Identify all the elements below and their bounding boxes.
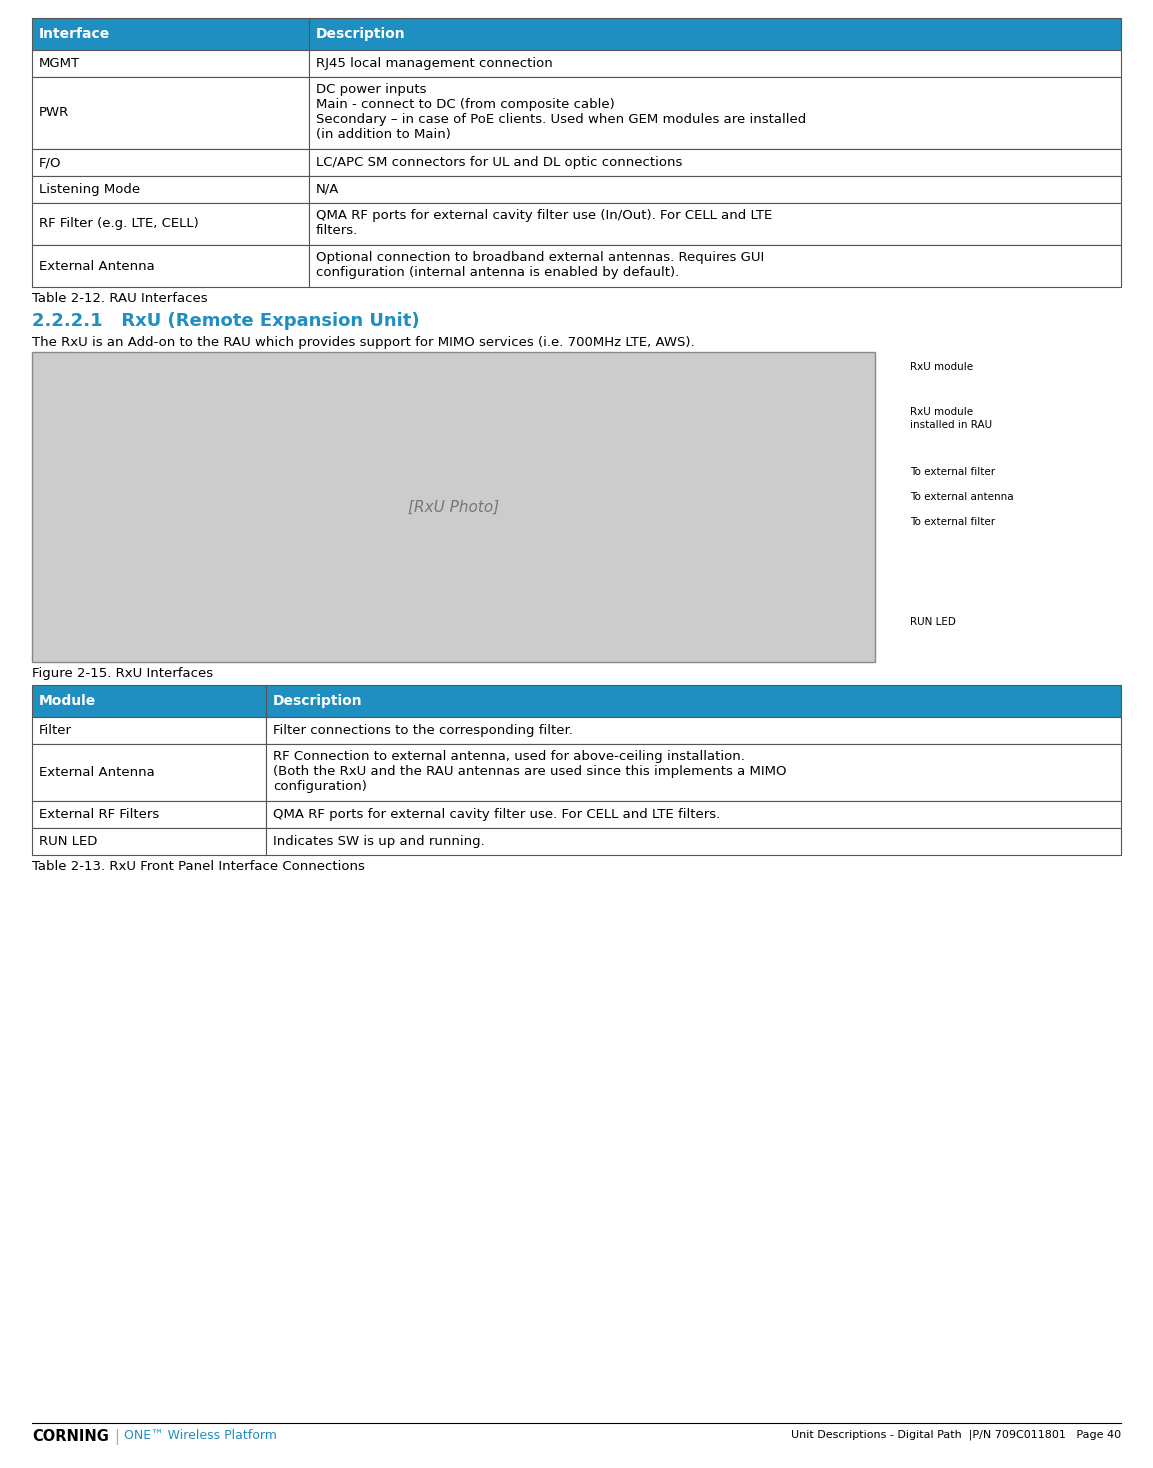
Text: To external filter: To external filter (910, 517, 995, 527)
Bar (266, 686, 1121, 716)
Bar (266, 716, 1121, 744)
Bar (32, 245, 309, 288)
Bar (32, 802, 266, 828)
Text: External RF Filters: External RF Filters (39, 807, 159, 821)
Text: N/A: N/A (316, 184, 339, 197)
Text: RF Connection to external antenna, used for above-ceiling installation.: RF Connection to external antenna, used … (273, 750, 745, 763)
Bar (32, 828, 266, 854)
Text: RxU module: RxU module (910, 363, 973, 371)
Text: QMA RF ports for external cavity filter use (In/Out). For CELL and LTE: QMA RF ports for external cavity filter … (316, 208, 773, 222)
Text: Table 2-12. RAU Interfaces: Table 2-12. RAU Interfaces (32, 292, 208, 305)
Text: Module: Module (39, 694, 96, 708)
Text: RUN LED: RUN LED (39, 835, 97, 849)
Text: QMA RF ports for external cavity filter use. For CELL and LTE filters.: QMA RF ports for external cavity filter … (273, 807, 721, 821)
Bar (309, 18, 1121, 50)
Text: ONE™ Wireless Platform: ONE™ Wireless Platform (125, 1428, 277, 1442)
Text: Description: Description (273, 694, 363, 708)
Text: |: | (114, 1428, 119, 1445)
Text: filters.: filters. (316, 225, 359, 236)
Text: Optional connection to broadband external antennas. Requires GUI: Optional connection to broadband externa… (316, 251, 764, 264)
Text: MGMT: MGMT (39, 57, 80, 70)
Bar (32, 686, 266, 716)
Text: DC power inputs: DC power inputs (316, 84, 427, 95)
Text: External Antenna: External Antenna (39, 260, 155, 273)
Text: Indicates SW is up and running.: Indicates SW is up and running. (273, 835, 484, 849)
Bar (32, 716, 266, 744)
Bar (32, 203, 309, 245)
Text: Listening Mode: Listening Mode (39, 184, 141, 197)
Bar (32, 76, 309, 148)
Bar (32, 148, 309, 176)
Bar (266, 828, 1121, 854)
Text: LC/APC SM connectors for UL and DL optic connections: LC/APC SM connectors for UL and DL optic… (316, 156, 683, 169)
Bar (32, 50, 309, 76)
Text: To external antenna: To external antenna (910, 492, 1013, 502)
Text: 2.2.2.1   RxU (Remote Expansion Unit): 2.2.2.1 RxU (Remote Expansion Unit) (32, 313, 420, 330)
Text: CORNING: CORNING (32, 1428, 108, 1445)
Text: Figure 2-15. RxU Interfaces: Figure 2-15. RxU Interfaces (32, 666, 213, 680)
Text: Secondary – in case of PoE clients. Used when GEM modules are installed: Secondary – in case of PoE clients. Used… (316, 113, 806, 126)
Text: configuration (internal antenna is enabled by default).: configuration (internal antenna is enabl… (316, 266, 679, 279)
Text: RxU module: RxU module (910, 407, 973, 417)
Bar (32, 18, 309, 50)
Bar (309, 148, 1121, 176)
Text: installed in RAU: installed in RAU (910, 420, 992, 430)
Text: RF Filter (e.g. LTE, CELL): RF Filter (e.g. LTE, CELL) (39, 217, 198, 230)
Text: PWR: PWR (39, 107, 69, 119)
Text: Unit Descriptions - Digital Path  |P/N 709C011801   Page 40: Unit Descriptions - Digital Path |P/N 70… (791, 1428, 1121, 1440)
Text: F/O: F/O (39, 156, 61, 169)
Text: (Both the RxU and the RAU antennas are used since this implements a MIMO: (Both the RxU and the RAU antennas are u… (273, 765, 786, 778)
Bar (32, 352, 875, 662)
Bar (32, 744, 266, 802)
Text: Filter connections to the corresponding filter.: Filter connections to the corresponding … (273, 724, 573, 737)
Bar (309, 50, 1121, 76)
Text: RJ45 local management connection: RJ45 local management connection (316, 57, 552, 70)
Bar (266, 744, 1121, 802)
Text: [RxU Photo]: [RxU Photo] (408, 499, 499, 514)
Text: External Antenna: External Antenna (39, 766, 155, 780)
Bar (266, 802, 1121, 828)
Text: The RxU is an Add-on to the RAU which provides support for MIMO services (i.e. 7: The RxU is an Add-on to the RAU which pr… (32, 336, 694, 349)
Text: Filter: Filter (39, 724, 71, 737)
Text: Table 2-13. RxU Front Panel Interface Connections: Table 2-13. RxU Front Panel Interface Co… (32, 860, 364, 873)
Text: Interface: Interface (39, 26, 111, 41)
Bar (309, 203, 1121, 245)
Text: configuration): configuration) (273, 780, 367, 793)
Text: RUN LED: RUN LED (910, 617, 956, 627)
Bar (309, 245, 1121, 288)
Text: Main - connect to DC (from composite cable): Main - connect to DC (from composite cab… (316, 98, 615, 112)
Bar (32, 176, 309, 203)
Bar (309, 176, 1121, 203)
Text: (in addition to Main): (in addition to Main) (316, 128, 451, 141)
Text: To external filter: To external filter (910, 467, 995, 477)
Text: Description: Description (316, 26, 406, 41)
Bar (309, 76, 1121, 148)
